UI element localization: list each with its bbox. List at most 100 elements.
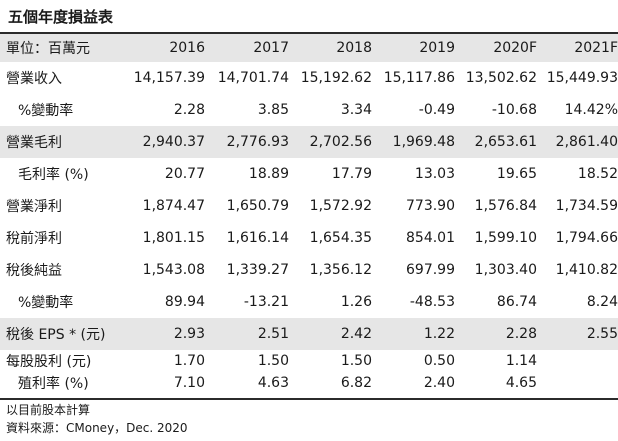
cell: 2,653.61 [455,126,537,158]
year-header-2020f: 2020F [493,40,537,56]
cell: 1,410.82 [555,262,618,278]
row-dividend: 每股股利 (元) 1.70 1.50 1.50 0.50 1.14 [0,350,618,372]
cell: 89.94 [164,294,205,310]
cell: 1,576.84 [474,198,537,214]
cell: 2,940.37 [124,126,205,158]
cell: 15,192.62 [300,70,372,86]
row-label: 稅後 EPS * (元) [0,318,124,350]
year-header-2016: 2016 [169,40,205,56]
cell: 1,543.08 [142,262,205,278]
cell: 1,654.35 [309,230,372,246]
cell: 1,572.92 [309,198,372,214]
source-note: 資料來源：CMoney，Dec. 2020 [6,421,188,435]
cell: 1.50 [257,353,289,369]
eps-basis-note: 以目前股本計算 [6,403,91,417]
cell: 697.99 [406,262,455,278]
cell: -48.53 [409,294,455,310]
cell: -13.21 [243,294,289,310]
cell: 8.24 [586,294,618,310]
cell: 6.82 [340,375,372,391]
row-label: 稅前淨利 [6,231,62,247]
cell: 2,702.56 [289,126,372,158]
cell: 13.03 [414,166,455,182]
cell: 17.79 [331,166,372,182]
row-operating-income: 營業淨利 1,874.47 1,650.79 1,572.92 773.90 1… [0,190,618,222]
year-header-2018: 2018 [336,40,372,56]
year-header-2021f: 2021F [574,40,618,56]
cell: 1,616.14 [226,230,289,246]
row-label: 營業收入 [6,71,62,87]
year-header-2019: 2019 [419,40,455,56]
year-header-2017: 2017 [253,40,289,56]
table-title: 五個年度損益表 [8,8,114,26]
cell: 2.42 [289,318,372,350]
bottom-divider [0,398,618,400]
row-net-income-change: %變動率 89.94 -13.21 1.26 -48.53 86.74 8.24 [0,286,618,318]
cell: 2.28 [173,102,205,118]
cell: 1.22 [372,318,455,350]
cell: 1.50 [340,353,372,369]
cell: 1,734.59 [555,198,618,214]
row-label: %變動率 [18,295,74,311]
cell: 20.77 [164,166,205,182]
row-revenue-change: %變動率 2.28 3.85 3.34 -0.49 -10.68 14.42% [0,94,618,126]
cell: 1.26 [340,294,372,310]
cell: 86.74 [496,294,537,310]
cell: 2,776.93 [205,126,289,158]
row-label: 每股股利 (元) [6,354,92,370]
row-label: 毛利率 (%) [18,167,89,183]
row-label: 稅後純益 [6,263,62,279]
cell: 0.50 [423,353,455,369]
row-yield: 殖利率 (%) 7.10 4.63 6.82 2.40 4.65 [0,372,618,394]
cell: 1,794.66 [555,230,618,246]
cell: 2.93 [124,318,205,350]
cell: 2,861.40 [537,126,618,158]
cell: 18.52 [577,166,618,182]
cell: 1,303.40 [474,262,537,278]
cell: 1,356.12 [309,262,372,278]
cell: 1,874.47 [142,198,205,214]
cell: 1,650.79 [226,198,289,214]
cell: -10.68 [491,102,537,118]
cell: 1.70 [173,353,205,369]
row-label: 營業淨利 [6,199,62,215]
row-pretax-income: 稅前淨利 1,801.15 1,616.14 1,654.35 854.01 1… [0,222,618,254]
cell: 1,969.48 [372,126,455,158]
row-eps: 稅後 EPS * (元) 2.93 2.51 2.42 1.22 2.28 2.… [0,318,618,350]
cell: 7.10 [173,375,205,391]
cell: 1,599.10 [474,230,537,246]
cell: -0.49 [418,102,455,118]
cell: 4.65 [505,375,537,391]
cell: 15,449.93 [546,70,618,86]
cell: 1.14 [505,353,537,369]
cell [537,372,618,394]
cell: 2.28 [455,318,537,350]
cell: 2.55 [537,318,618,350]
cell: 19.65 [496,166,537,182]
cell: 2.40 [423,375,455,391]
row-net-income: 稅後純益 1,543.08 1,339.27 1,356.12 697.99 1… [0,254,618,286]
cell: 3.34 [340,102,372,118]
cell: 1,339.27 [226,262,289,278]
row-revenue: 營業收入 14,157.39 14,701.74 15,192.62 15,11… [0,62,618,94]
header-row: 單位：百萬元 2016 2017 2018 2019 2020F 2021F [0,34,618,62]
cell: 14.42% [564,102,618,118]
cell: 18.89 [248,166,289,182]
row-label: 殖利率 (%) [18,376,89,392]
cell: 15,117.86 [383,70,455,86]
unit-header: 單位：百萬元 [6,41,90,57]
cell: 4.63 [257,375,289,391]
cell: 854.01 [406,230,455,246]
cell: 14,157.39 [133,70,205,86]
row-label: %變動率 [18,103,74,119]
cell: 14,701.74 [217,70,289,86]
cell [537,350,618,372]
income-statement-table: 單位：百萬元 2016 2017 2018 2019 2020F 2021F 營… [0,34,618,394]
cell: 13,502.62 [465,70,537,86]
cell: 3.85 [257,102,289,118]
title-divider [0,32,618,34]
cell: 2.51 [205,318,289,350]
cell: 773.90 [406,198,455,214]
row-label: 營業毛利 [0,126,124,158]
